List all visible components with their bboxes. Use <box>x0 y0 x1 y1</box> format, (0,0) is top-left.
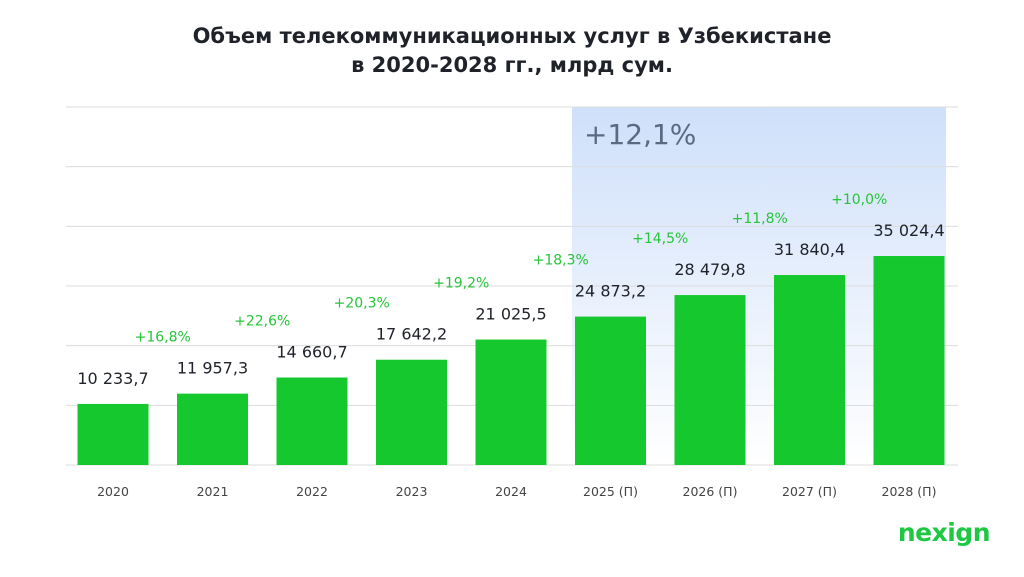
chart-title-line1: Объем телекоммуникационных услуг в Узбек… <box>192 24 832 48</box>
bar <box>674 295 746 465</box>
growth-label: +10,0% <box>831 192 887 208</box>
bar-value-label: 10 233,7 <box>77 369 148 388</box>
x-tick-label: 2027 (П) <box>782 484 837 499</box>
growth-label: +20,3% <box>334 296 390 312</box>
forecast-cagr-label: +12,1% <box>584 118 696 151</box>
growth-label: +19,2% <box>433 276 489 292</box>
growth-label: +14,5% <box>632 231 688 247</box>
bar-value-label: 28 479,8 <box>674 260 745 279</box>
nexign-logo: nexign <box>897 518 991 547</box>
bar <box>873 256 945 465</box>
bar <box>376 359 447 465</box>
bar-value-label: 35 024,4 <box>873 221 944 240</box>
bar-value-label: 21 025,5 <box>475 305 546 324</box>
growth-label: +16,8% <box>135 330 191 346</box>
growth-label: +11,8% <box>732 211 788 227</box>
x-tick-label: 2022 <box>296 484 328 499</box>
x-tick-label: 2021 <box>197 484 229 499</box>
bar <box>475 339 547 465</box>
bar-value-label: 24 873,2 <box>575 282 646 301</box>
bar <box>575 316 646 465</box>
x-tick-label: 2028 (П) <box>882 484 937 499</box>
bar-value-label: 17 642,2 <box>376 325 447 344</box>
chart-title: Объем телекоммуникационных услуг в Узбек… <box>0 22 1024 80</box>
bar <box>77 403 149 465</box>
x-tick-label: 2023 <box>396 484 428 499</box>
bar <box>276 377 348 465</box>
growth-label: +18,3% <box>533 253 589 269</box>
bar-value-label: 11 957,3 <box>177 359 248 378</box>
bar-value-label: 31 840,4 <box>774 240 845 259</box>
x-tick-label: 2024 <box>495 484 527 499</box>
x-tick-label: 2026 (П) <box>683 484 738 499</box>
chart-subtitle: в 2020-2028 гг., млрд сум. <box>351 53 673 77</box>
bar <box>177 393 248 465</box>
bar-value-label: 14 660,7 <box>276 343 347 362</box>
bar <box>774 275 845 465</box>
x-tick-label: 2020 <box>97 484 129 499</box>
x-tick-label: 2025 (П) <box>583 484 638 499</box>
growth-label: +22,6% <box>234 314 290 330</box>
